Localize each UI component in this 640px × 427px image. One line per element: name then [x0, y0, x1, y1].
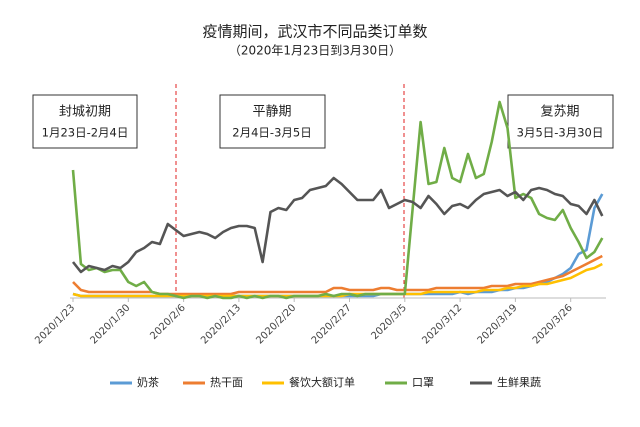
- legend-label: 生鲜果蔬: [497, 375, 541, 389]
- annotation-range: 2月4日-3月5日: [232, 126, 311, 140]
- annotation-box: [32, 94, 138, 149]
- series-line: [72, 193, 604, 298]
- series-line: [71, 176, 604, 274]
- chart-subtitle: （2020年1月23日到3月30日）: [229, 44, 401, 58]
- series-line: [71, 100, 604, 300]
- x-tick-label: 2020/2/27: [310, 302, 354, 346]
- annotation-box: [219, 94, 326, 149]
- x-tick-label: 2020/3/5: [369, 302, 409, 342]
- legend-label: 奶茶: [137, 375, 159, 389]
- annotation-title: 复苏期: [540, 104, 579, 120]
- legend-label: 热干面: [210, 376, 243, 389]
- chart-title: 疫情期间，武汉市不同品类订单数: [202, 23, 427, 41]
- x-tick-label: 2020/3/12: [420, 302, 464, 346]
- annotation-title: 封城初期: [59, 105, 111, 120]
- annotation-box: [507, 94, 614, 149]
- x-tick-label: 2020/2/13: [199, 302, 243, 346]
- annotation-title: 平静期: [252, 105, 291, 120]
- x-tick-label: 2020/3/19: [476, 302, 520, 346]
- annotation-range: 1月23日-2月4日: [42, 126, 129, 140]
- legend-label: 餐饮大额订单: [289, 375, 355, 389]
- x-tick-label: 2020/2/20: [254, 302, 298, 346]
- x-tick-label: 2020/1/30: [89, 302, 133, 346]
- legend-label: 口罩: [412, 376, 434, 389]
- x-tick-label: 2020/2/6: [148, 302, 188, 342]
- annotation-range: 3月5日-3月30日: [517, 126, 604, 140]
- x-tick-label: 2020/3/26: [531, 302, 575, 346]
- x-tick-label: 2020/1/23: [33, 302, 77, 346]
